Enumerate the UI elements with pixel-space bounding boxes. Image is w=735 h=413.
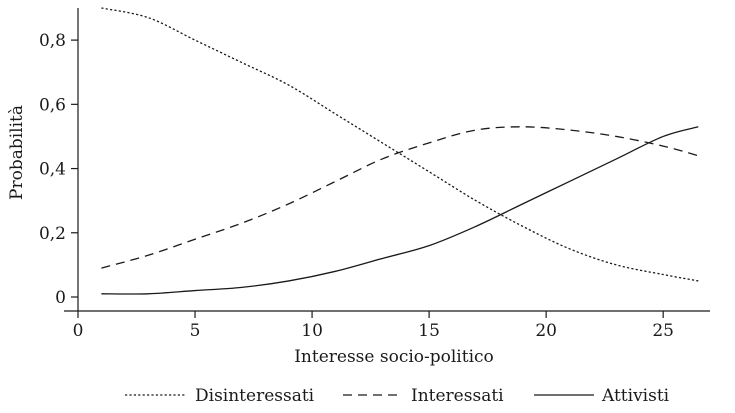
x-axis-title: Interesse socio-politico — [294, 347, 494, 367]
legend: Disinteressati Interessati Attivisti — [125, 386, 670, 406]
legend-label-attivisti: Attivisti — [601, 386, 670, 406]
x-tick-label: 25 — [652, 321, 674, 341]
series-line-interessati — [101, 126, 699, 269]
x-tick-label: 0 — [73, 321, 84, 341]
x-tick-label: 20 — [535, 321, 557, 341]
legend-label-interessati: Interessati — [411, 386, 504, 406]
y-tick-label: 0,4 — [39, 160, 66, 180]
x-tick-label: 15 — [418, 321, 440, 341]
y-tick-label: 0,6 — [39, 95, 66, 115]
y-tick-label: 0,8 — [39, 31, 66, 51]
x-tick-label: 10 — [301, 321, 323, 341]
y-tick-label: 0 — [55, 288, 66, 308]
x-axis-ticks: 0 5 10 15 20 25 — [73, 311, 674, 341]
legend-label-disinteressati: Disinteressati — [195, 386, 315, 406]
series-line-attivisti — [101, 126, 699, 295]
series-group — [101, 7, 699, 295]
y-axis-ticks: 0 0,2 0,4 0,6 0,8 — [39, 31, 78, 308]
y-tick-label: 0,2 — [39, 224, 66, 244]
x-tick-label: 5 — [190, 321, 201, 341]
y-axis-title: Probabilità — [7, 105, 27, 200]
